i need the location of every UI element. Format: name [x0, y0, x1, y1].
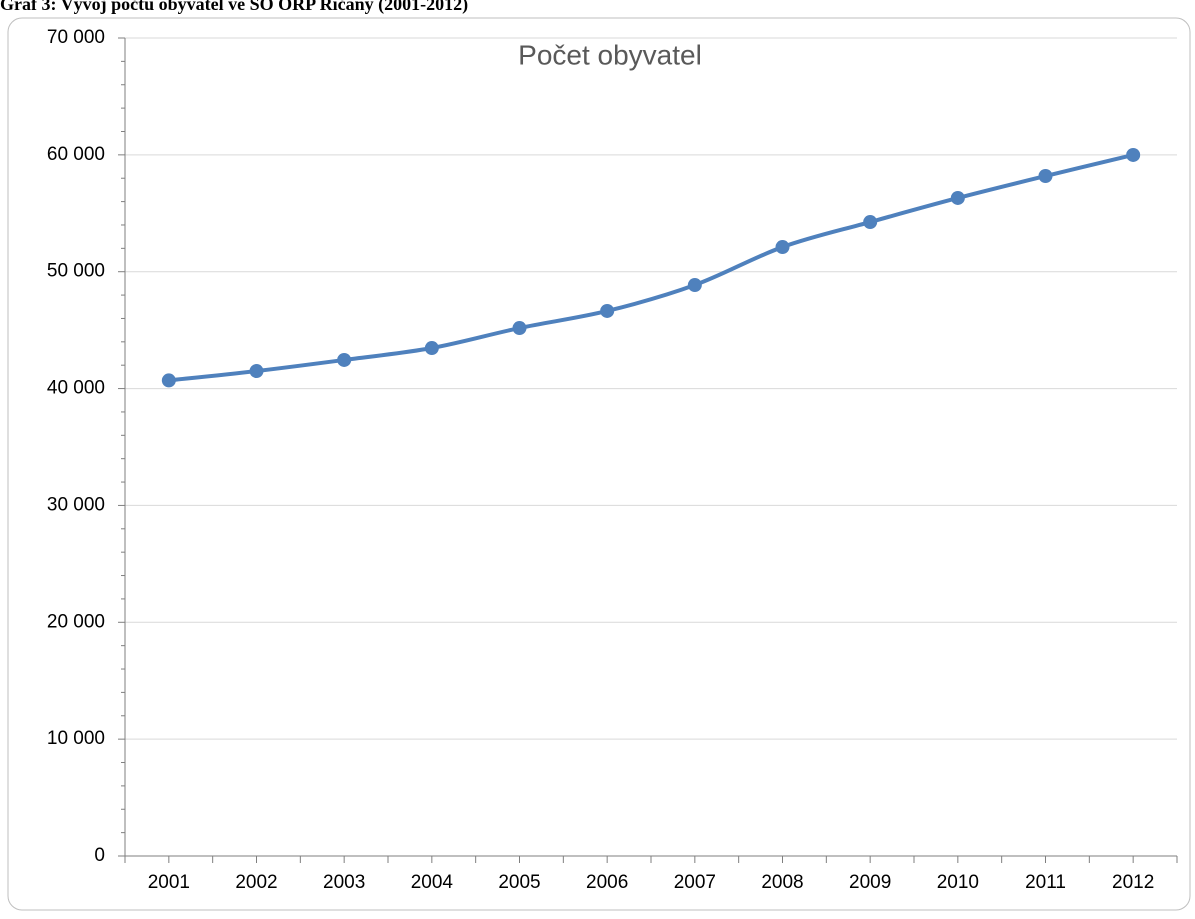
y-tick-label: 60 000 [47, 144, 105, 165]
x-tick-label: 2003 [323, 872, 365, 893]
marker [775, 240, 790, 255]
y-tick-label: 40 000 [47, 378, 105, 399]
x-tick-label: 2009 [849, 872, 891, 893]
marker [249, 364, 264, 379]
x-tick-label: 2002 [235, 872, 277, 893]
x-tick-label: 2012 [1112, 872, 1154, 893]
heading-bg [0, 0, 720, 16]
marker [161, 373, 176, 388]
marker [424, 341, 439, 356]
page-heading: Graf 3: Vývoj počtu obyvatel ve SO ORP Ř… [0, 0, 468, 15]
marker [600, 303, 615, 318]
y-tick-label: 30 000 [47, 494, 105, 515]
marker [1038, 169, 1053, 184]
x-tick-label: 2004 [411, 872, 454, 893]
x-tick-label: 2006 [586, 872, 628, 893]
y-tick-label: 70 000 [47, 27, 105, 48]
x-tick-label: 2001 [148, 872, 190, 893]
y-tick-label: 50 000 [47, 261, 105, 282]
marker [1126, 147, 1141, 162]
chart-frame [7, 17, 1191, 911]
x-tick-label: 2010 [937, 872, 979, 893]
marker [337, 352, 352, 367]
marker [863, 215, 878, 230]
marker [950, 190, 965, 205]
chart-title: Počet obyvatel [518, 39, 702, 70]
y-tick-label: 20 000 [47, 611, 105, 632]
marker [512, 321, 527, 336]
marker [687, 278, 702, 293]
x-tick-label: 2005 [498, 872, 540, 893]
x-tick-label: 2011 [1025, 872, 1066, 893]
y-tick-label: 0 [94, 845, 105, 866]
y-tick-label: 10 000 [47, 728, 105, 749]
x-tick-label: 2008 [761, 872, 803, 893]
x-tick-label: 2007 [674, 872, 716, 893]
line [166, 152, 1136, 383]
